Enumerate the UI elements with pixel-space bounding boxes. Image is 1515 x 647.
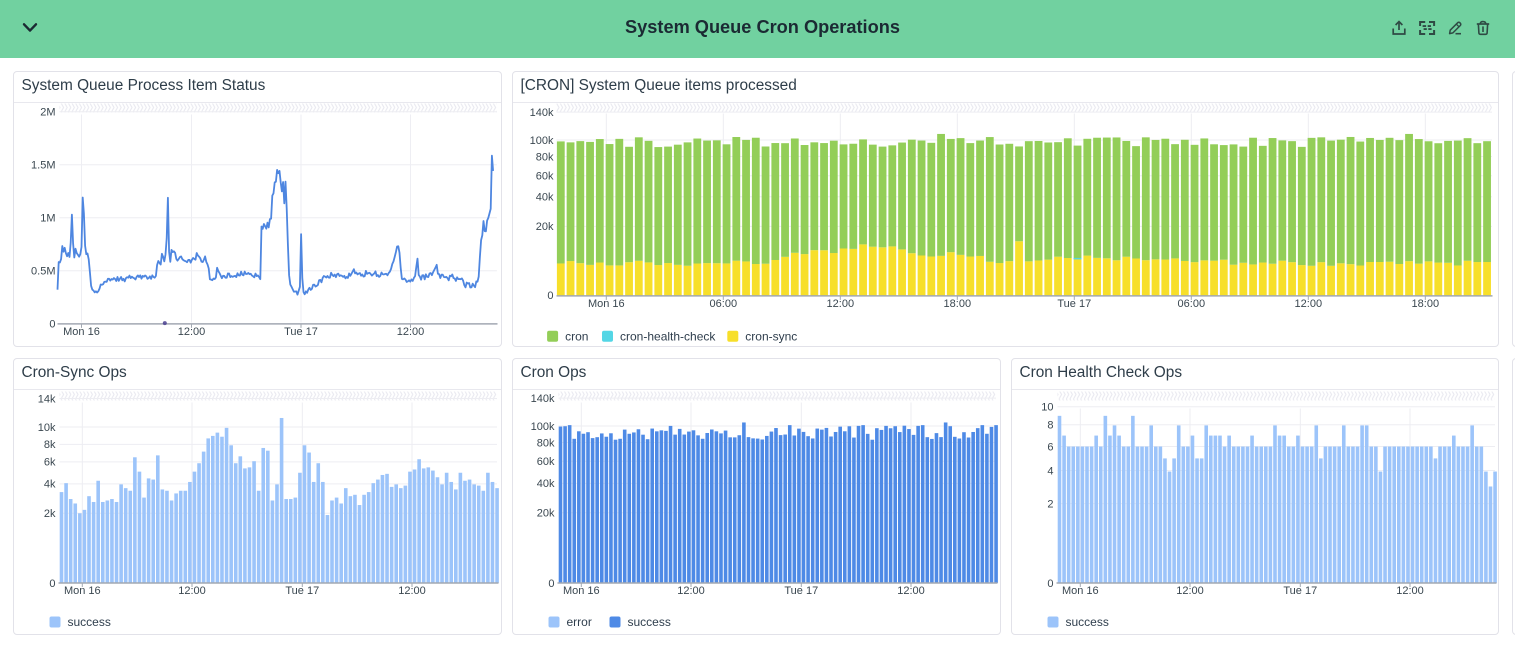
svg-text:12:00: 12:00 [897,585,925,597]
svg-text:80k: 80k [536,437,554,449]
svg-text:18:00: 18:00 [1411,298,1439,310]
svg-text:1.5M: 1.5M [31,160,55,172]
svg-text:0: 0 [547,290,553,302]
svg-text:Tue 17: Tue 17 [1057,298,1091,310]
svg-text:140k: 140k [530,393,554,405]
svg-text:12:00: 12:00 [826,298,854,310]
svg-text:18:00: 18:00 [943,298,971,310]
svg-text:100k: 100k [530,421,554,433]
svg-text:12:00: 12:00 [396,326,424,338]
svg-text:8: 8 [1047,420,1053,432]
svg-text:success: success [627,615,670,629]
svg-text:Tue 17: Tue 17 [284,326,318,338]
svg-text:12:00: 12:00 [398,585,426,597]
svg-text:0: 0 [49,578,55,590]
svg-text:6k: 6k [43,457,55,469]
svg-text:1M: 1M [40,213,55,225]
svg-text:Tue 17: Tue 17 [784,585,818,597]
svg-text:80k: 80k [535,151,553,163]
svg-text:Mon 16: Mon 16 [562,585,599,597]
svg-text:14k: 14k [37,393,55,405]
svg-text:10: 10 [1041,402,1053,414]
svg-text:Mon 16: Mon 16 [63,585,100,597]
svg-text:cron: cron [565,329,588,343]
svg-text:success: success [67,615,110,629]
svg-text:error: error [566,615,591,629]
svg-text:12:00: 12:00 [1176,585,1204,597]
svg-text:Mon 16: Mon 16 [63,326,100,338]
svg-text:4k: 4k [43,479,55,491]
svg-text:100k: 100k [529,135,553,147]
svg-text:12:00: 12:00 [677,585,705,597]
svg-text:10k: 10k [37,422,55,434]
svg-text:6: 6 [1047,441,1053,453]
svg-text:40k: 40k [535,192,553,204]
svg-text:12:00: 12:00 [177,326,205,338]
svg-text:0: 0 [1047,578,1053,590]
svg-text:Mon 16: Mon 16 [587,298,624,310]
svg-text:2k: 2k [43,508,55,520]
svg-text:06:00: 06:00 [1177,298,1205,310]
svg-text:20k: 20k [535,221,553,233]
svg-text:12:00: 12:00 [1294,298,1322,310]
svg-text:Tue 17: Tue 17 [1283,585,1317,597]
svg-text:12:00: 12:00 [1396,585,1424,597]
svg-text:4: 4 [1047,465,1053,477]
svg-text:2M: 2M [40,107,55,119]
svg-text:success: success [1065,615,1108,629]
svg-text:cron-sync: cron-sync [745,329,797,343]
svg-text:60k: 60k [536,456,554,468]
svg-text:140k: 140k [529,107,553,119]
svg-text:12:00: 12:00 [178,585,206,597]
svg-text:20k: 20k [536,508,554,520]
svg-text:2: 2 [1047,498,1053,510]
svg-text:Mon 16: Mon 16 [1061,585,1098,597]
svg-text:0: 0 [49,319,55,331]
svg-text:0.5M: 0.5M [31,266,55,278]
svg-text:06:00: 06:00 [709,298,737,310]
svg-text:cron-health-check: cron-health-check [620,329,716,343]
svg-text:0: 0 [548,578,554,590]
svg-text:8k: 8k [43,439,55,451]
svg-text:Tue 17: Tue 17 [285,585,319,597]
svg-text:60k: 60k [535,171,553,183]
svg-text:40k: 40k [536,478,554,490]
